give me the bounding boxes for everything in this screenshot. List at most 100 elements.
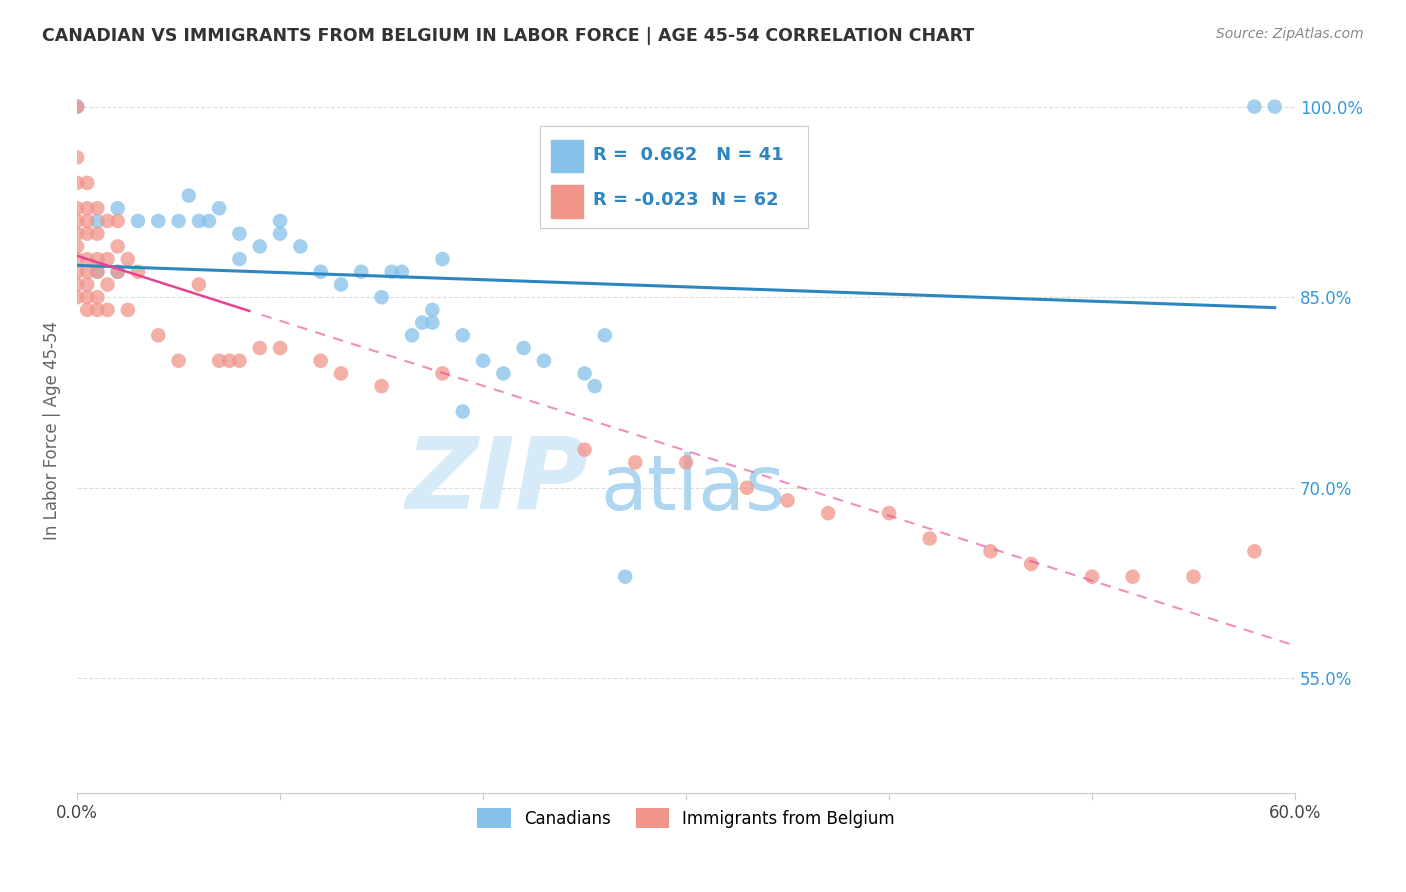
Point xyxy=(1243,544,1265,558)
Point xyxy=(512,341,534,355)
Point xyxy=(492,367,515,381)
Point xyxy=(117,252,139,266)
Point xyxy=(76,302,98,317)
Point xyxy=(877,506,900,520)
Point xyxy=(86,265,108,279)
Text: Source: ZipAtlas.com: Source: ZipAtlas.com xyxy=(1216,27,1364,41)
Point xyxy=(208,353,231,368)
Point xyxy=(432,252,454,266)
Point xyxy=(1182,570,1205,584)
Point xyxy=(401,328,423,343)
Point xyxy=(228,252,250,266)
Point xyxy=(127,214,149,228)
Point xyxy=(420,316,443,330)
Point xyxy=(66,265,89,279)
Point xyxy=(1264,100,1286,114)
Point xyxy=(76,201,98,215)
Point xyxy=(269,341,291,355)
Point xyxy=(370,290,392,304)
Point xyxy=(148,328,170,343)
Point xyxy=(817,506,839,520)
Point xyxy=(117,302,139,317)
Point xyxy=(76,252,98,266)
Point xyxy=(269,214,291,228)
Point xyxy=(187,214,209,228)
Text: CANADIAN VS IMMIGRANTS FROM BELGIUM IN LABOR FORCE | AGE 45-54 CORRELATION CHART: CANADIAN VS IMMIGRANTS FROM BELGIUM IN L… xyxy=(42,27,974,45)
Text: ZIP: ZIP xyxy=(405,433,589,530)
Point xyxy=(86,290,108,304)
Point xyxy=(309,265,332,279)
Point xyxy=(624,455,647,469)
Point xyxy=(675,455,697,469)
Point xyxy=(330,367,353,381)
Point xyxy=(432,367,454,381)
Point xyxy=(451,328,474,343)
Point xyxy=(574,442,596,457)
Point xyxy=(66,100,89,114)
Point xyxy=(66,290,89,304)
Point xyxy=(86,252,108,266)
Point xyxy=(86,227,108,241)
Point xyxy=(107,239,129,253)
Point xyxy=(583,379,606,393)
Point xyxy=(309,353,332,368)
Point xyxy=(1122,570,1144,584)
Point xyxy=(980,544,1002,558)
Point xyxy=(411,316,433,330)
Point xyxy=(66,176,89,190)
Point xyxy=(96,252,118,266)
Point xyxy=(127,265,149,279)
Point xyxy=(228,353,250,368)
Point xyxy=(66,239,89,253)
Point xyxy=(350,265,373,279)
Point xyxy=(177,188,200,202)
Point xyxy=(208,201,231,215)
Legend: Canadians, Immigrants from Belgium: Canadians, Immigrants from Belgium xyxy=(471,801,901,835)
Point xyxy=(148,214,170,228)
Point xyxy=(66,252,89,266)
Point xyxy=(66,214,89,228)
Point xyxy=(107,201,129,215)
Point xyxy=(96,302,118,317)
Point xyxy=(66,100,89,114)
Point xyxy=(269,227,291,241)
Y-axis label: In Labor Force | Age 45-54: In Labor Force | Age 45-54 xyxy=(44,321,60,540)
Point xyxy=(420,302,443,317)
Point xyxy=(86,265,108,279)
Point xyxy=(391,265,413,279)
Point xyxy=(776,493,799,508)
Point xyxy=(187,277,209,292)
Point xyxy=(198,214,221,228)
Point xyxy=(249,341,271,355)
Point xyxy=(290,239,312,253)
Point xyxy=(228,227,250,241)
Point xyxy=(593,328,616,343)
Point xyxy=(1019,557,1042,571)
Point xyxy=(218,353,240,368)
Point xyxy=(66,277,89,292)
Point xyxy=(1243,100,1265,114)
Point xyxy=(107,214,129,228)
Point xyxy=(107,265,129,279)
Point xyxy=(167,214,190,228)
Point xyxy=(735,481,758,495)
Point xyxy=(381,265,404,279)
Text: atlas: atlas xyxy=(600,451,786,525)
Point xyxy=(76,265,98,279)
Point xyxy=(96,214,118,228)
Point xyxy=(918,532,941,546)
Point xyxy=(76,176,98,190)
Point xyxy=(76,214,98,228)
Point xyxy=(614,570,637,584)
Point xyxy=(472,353,495,368)
Point xyxy=(66,151,89,165)
Point xyxy=(86,302,108,317)
Point xyxy=(107,265,129,279)
Point xyxy=(167,353,190,368)
Point xyxy=(96,277,118,292)
Point xyxy=(249,239,271,253)
Point xyxy=(76,227,98,241)
Point xyxy=(330,277,353,292)
Point xyxy=(86,214,108,228)
Point xyxy=(370,379,392,393)
